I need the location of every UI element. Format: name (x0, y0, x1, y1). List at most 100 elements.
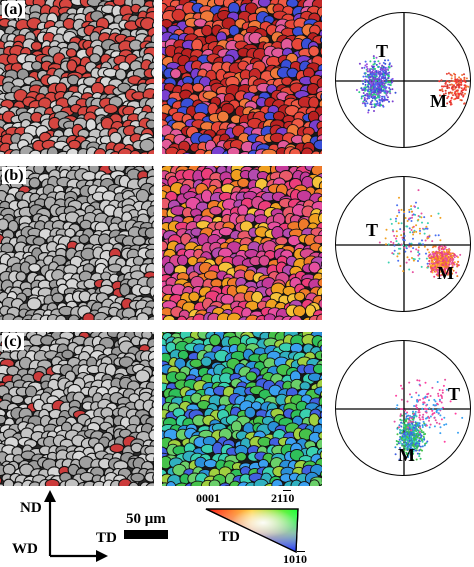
pole-point (408, 227, 411, 230)
pole-point (418, 379, 421, 382)
grain (317, 417, 322, 426)
pole-point (410, 429, 413, 432)
pole-point (396, 215, 399, 217)
grain (318, 212, 322, 225)
pole-point (419, 445, 422, 448)
pole-point (378, 241, 381, 244)
pole-point (410, 245, 412, 248)
pole-point (423, 444, 426, 447)
pole-point (369, 75, 372, 78)
pole-point (408, 208, 411, 211)
pole-point (457, 83, 460, 86)
grain (298, 481, 311, 486)
pole-point (404, 431, 407, 434)
grain (318, 245, 322, 254)
pole-point (366, 89, 369, 92)
pole-point (412, 233, 415, 236)
pole-point (364, 78, 367, 81)
pole-point (455, 255, 458, 258)
pole-point (454, 93, 457, 96)
pole-point (447, 266, 450, 269)
pole-point (432, 404, 435, 406)
pole-point (364, 88, 367, 91)
pole-point (439, 426, 442, 429)
pole-point (414, 413, 417, 415)
pole-point (450, 83, 453, 86)
pole-point (407, 454, 410, 457)
pole-point (413, 426, 416, 429)
pole-point (412, 420, 414, 423)
grain (68, 139, 81, 150)
grain (82, 312, 96, 320)
pole-point (401, 429, 404, 432)
pole-point (432, 250, 435, 253)
grain (31, 60, 43, 71)
grain (209, 206, 223, 216)
legend-label-0001: 0001 (196, 491, 220, 505)
pole-point (424, 239, 427, 242)
pole-point (428, 262, 431, 265)
pole-point (408, 217, 411, 220)
pole-label-t-a: T (376, 41, 389, 61)
pole-point (382, 66, 385, 69)
pole-point (424, 407, 427, 410)
pole-point (355, 89, 358, 91)
pole-point (441, 250, 443, 253)
pole-point (437, 212, 440, 215)
grain (117, 147, 133, 154)
grain (148, 185, 154, 196)
pole-point (404, 217, 407, 219)
pole-point (421, 426, 424, 428)
pole-point (449, 259, 452, 262)
pole-point (406, 452, 409, 455)
pole-point (459, 92, 462, 95)
pole-point (410, 250, 412, 253)
pole-point (372, 57, 375, 60)
pole-point (423, 433, 426, 436)
pole-point (410, 396, 413, 399)
pole-point (365, 63, 368, 66)
panel-label-b: (b) (2, 167, 26, 184)
pole-point (445, 80, 448, 83)
pole-point (380, 66, 383, 69)
pole-point (387, 59, 390, 62)
pole-point (447, 72, 450, 75)
ipf-map-b (162, 166, 322, 320)
pole-point (442, 384, 445, 387)
grain (65, 48, 77, 58)
pole-point (421, 440, 424, 443)
pole-point (400, 398, 403, 401)
grain (28, 263, 41, 273)
pole-point (410, 448, 412, 451)
pole-point (403, 235, 406, 237)
grain (200, 356, 213, 367)
pole-point (413, 448, 416, 451)
pole-point (448, 86, 450, 89)
pole-label-m-a: M (430, 91, 447, 111)
pole-point (423, 232, 426, 235)
grain (78, 234, 90, 245)
pole-point (368, 97, 371, 100)
pole-point (412, 257, 415, 260)
pole-point (425, 225, 428, 228)
pole-point (408, 444, 411, 447)
pole-point (419, 432, 422, 435)
pole-point (370, 101, 372, 104)
pole-point (457, 97, 460, 99)
pole-point (418, 257, 421, 260)
pole-point (419, 448, 422, 451)
pole-point (438, 245, 441, 248)
pole-point (461, 89, 464, 92)
grain (308, 261, 321, 274)
pole-point (365, 65, 368, 68)
pole-point (449, 400, 452, 403)
scale-bar (124, 530, 168, 539)
pole-point (450, 74, 453, 77)
pole-point (446, 272, 449, 275)
pole-point (444, 378, 447, 381)
pole-point (426, 237, 429, 240)
grain (140, 17, 154, 31)
pole-point (428, 419, 430, 422)
grain (320, 470, 322, 478)
pole-point (380, 104, 383, 107)
